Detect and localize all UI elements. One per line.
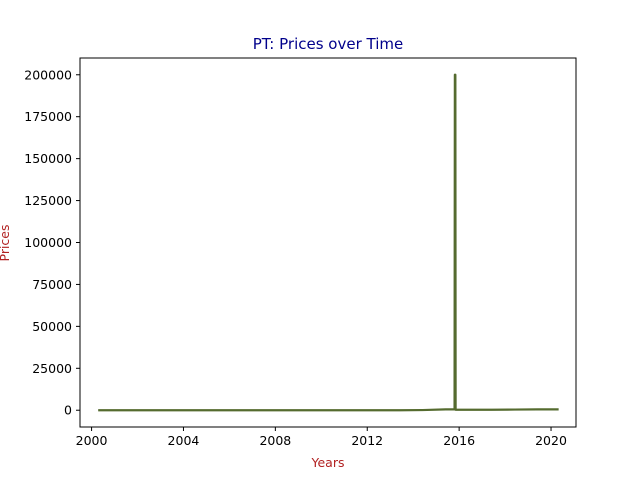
y-tick-label: 100000 xyxy=(24,235,72,250)
y-axis: 0 25000 50000 75000 100000 125000 150000 175000… xyxy=(24,67,80,418)
y-tick-label: 0 xyxy=(64,403,72,418)
x-tick-label: 2020 xyxy=(535,433,567,448)
x-axis: 2000 2004 2008 2012 2016 2020 xyxy=(76,427,567,448)
x-tick-label: 2004 xyxy=(168,433,200,448)
plot-area xyxy=(80,58,576,427)
y-tick-label: 75000 xyxy=(32,277,72,292)
y-tick-label: 50000 xyxy=(32,319,72,334)
y-tick-label: 175000 xyxy=(24,109,72,124)
y-tick-label: 150000 xyxy=(24,151,72,166)
y-axis-label: Prices xyxy=(0,224,12,261)
y-tick-label: 25000 xyxy=(32,361,72,376)
y-tick-label: 200000 xyxy=(24,67,72,82)
price-series-line xyxy=(98,73,559,412)
x-tick-label: 2012 xyxy=(351,433,383,448)
x-tick-label: 2008 xyxy=(259,433,291,448)
y-tick-label: 125000 xyxy=(24,193,72,208)
x-axis-label: Years xyxy=(311,455,345,470)
x-tick-label: 2000 xyxy=(76,433,108,448)
x-tick-label: 2016 xyxy=(443,433,475,448)
series-layer xyxy=(98,73,559,412)
chart-title: PT: Prices over Time xyxy=(253,35,403,53)
